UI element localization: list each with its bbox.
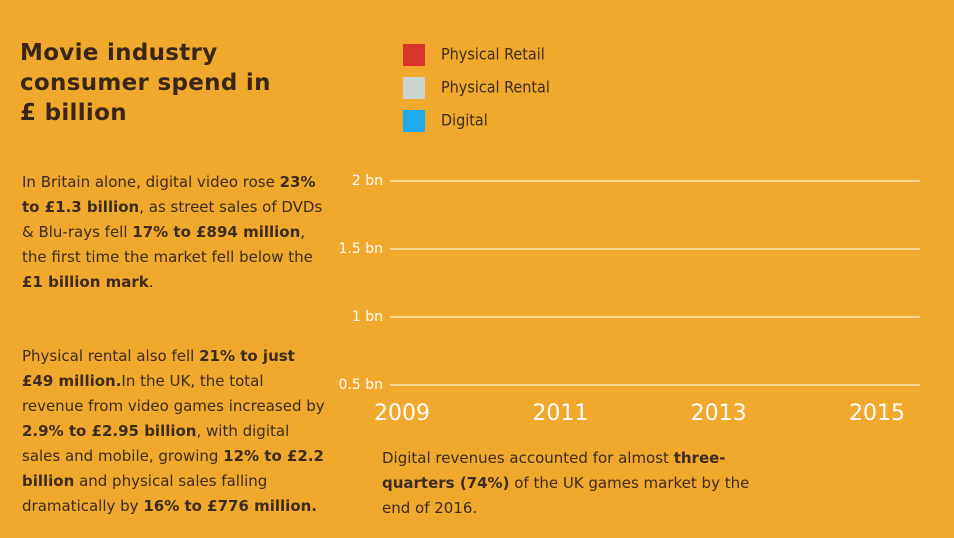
highlight-text: 16% to £776 million. — [143, 497, 317, 515]
legend-swatch — [403, 77, 425, 99]
legend-label: Physical Rental — [441, 78, 550, 97]
text: Physical rental also fell — [22, 347, 200, 365]
text: , the first time the market fell below t… — [22, 223, 313, 266]
text: Digital revenues accounted for almost — [382, 449, 674, 467]
annotation: Physical rental also fell 21% to just £4… — [22, 344, 327, 519]
text: and physical sales falling dramatically … — [22, 472, 268, 515]
highlight-text: £1 billion mark — [22, 273, 149, 291]
highlight-text: 21% to just £49 million. — [22, 347, 295, 390]
chart-title: Movie industry consumer spend in £ billi… — [20, 40, 271, 126]
text: , as street sales of DVDs & Blu-rays fel… — [22, 198, 323, 241]
x-tick-label: 2013 — [691, 401, 747, 426]
highlight-text: 12% to £2.2 billion — [22, 447, 324, 490]
legend-label: Digital — [441, 111, 488, 130]
highlight-text: 17% to £894 million — [132, 223, 301, 241]
highlight-text: 23% to £1.3 billion — [22, 173, 316, 216]
text: . — [148, 273, 154, 291]
legend-label: Physical Retail — [441, 45, 545, 64]
y-tick-label: 1.5 bn — [339, 241, 383, 257]
x-tick-label: 2015 — [849, 401, 905, 426]
y-tick-label: 2 bn — [352, 173, 383, 189]
x-tick-label: 2009 — [374, 401, 430, 426]
annotation: In Britain alone, digital video rose 23%… — [22, 170, 327, 295]
y-tick-label: 1 bn — [352, 309, 383, 325]
text: , with digital sales and mobile, growing — [22, 422, 290, 465]
note: Digital revenues accounted for almost th… — [382, 446, 752, 521]
x-tick-label: 2011 — [532, 401, 588, 426]
legend-swatch — [403, 110, 425, 132]
text: In the UK, the total revenue from video … — [22, 372, 325, 415]
y-tick-label: 0.5 bn — [339, 377, 383, 393]
text: In Britain alone, digital video rose — [22, 173, 280, 191]
highlight-text: three-quarters (74%) — [382, 449, 726, 492]
highlight-text: 2.9% to £2.95 billion — [22, 422, 197, 440]
legend-swatch — [403, 44, 425, 66]
text: of the UK games market by the end of 201… — [382, 474, 750, 517]
